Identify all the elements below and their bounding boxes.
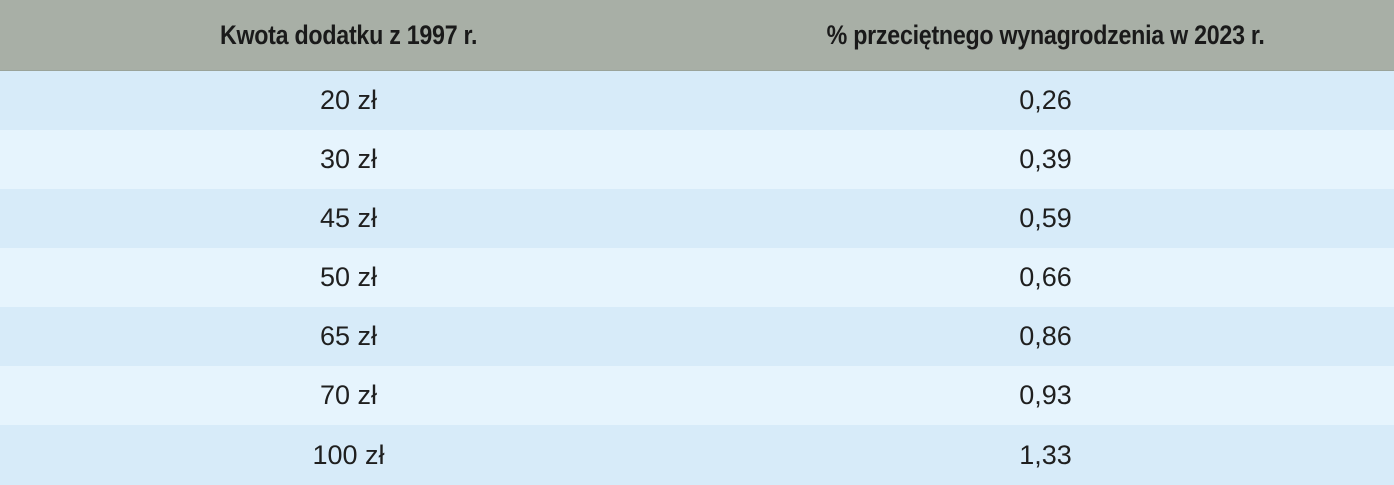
- percent-cell: 0,39: [1019, 144, 1072, 174]
- amount-cell: 70 zł: [319, 380, 378, 410]
- percent-cell: 0,26: [1019, 85, 1072, 115]
- table-row: 50 zł 0,66: [0, 248, 1394, 307]
- table-row: 100 zł 1,33: [0, 425, 1394, 485]
- percent-cell: 0,66: [1019, 262, 1072, 292]
- table-header: Kwota dodatku z 1997 r. % przeciętnego w…: [0, 0, 1394, 71]
- header-percent-wage-2023: % przeciętnego wynagrodzenia w 2023 r.: [826, 19, 1265, 50]
- amount-cell: 100 zł: [312, 439, 385, 470]
- amount-cell: 20 zł: [319, 85, 378, 115]
- table-row: 30 zł 0,39: [0, 130, 1394, 189]
- table-row: 20 zł 0,26: [0, 71, 1394, 130]
- percent-cell: 1,33: [1019, 439, 1072, 470]
- amount-cell: 30 zł: [319, 144, 378, 174]
- table-row: 45 zł 0,59: [0, 189, 1394, 248]
- amount-cell: 50 zł: [319, 262, 378, 292]
- table-row: 65 zł 0,86: [0, 307, 1394, 366]
- table-row: 70 zł 0,93: [0, 366, 1394, 425]
- header-amount-1997: Kwota dodatku z 1997 r.: [219, 19, 478, 50]
- percent-cell: 0,93: [1019, 380, 1072, 410]
- percent-cell: 0,86: [1019, 321, 1072, 351]
- amount-cell: 45 zł: [319, 203, 378, 233]
- amount-cell: 65 zł: [319, 321, 378, 351]
- percent-cell: 0,59: [1019, 203, 1072, 233]
